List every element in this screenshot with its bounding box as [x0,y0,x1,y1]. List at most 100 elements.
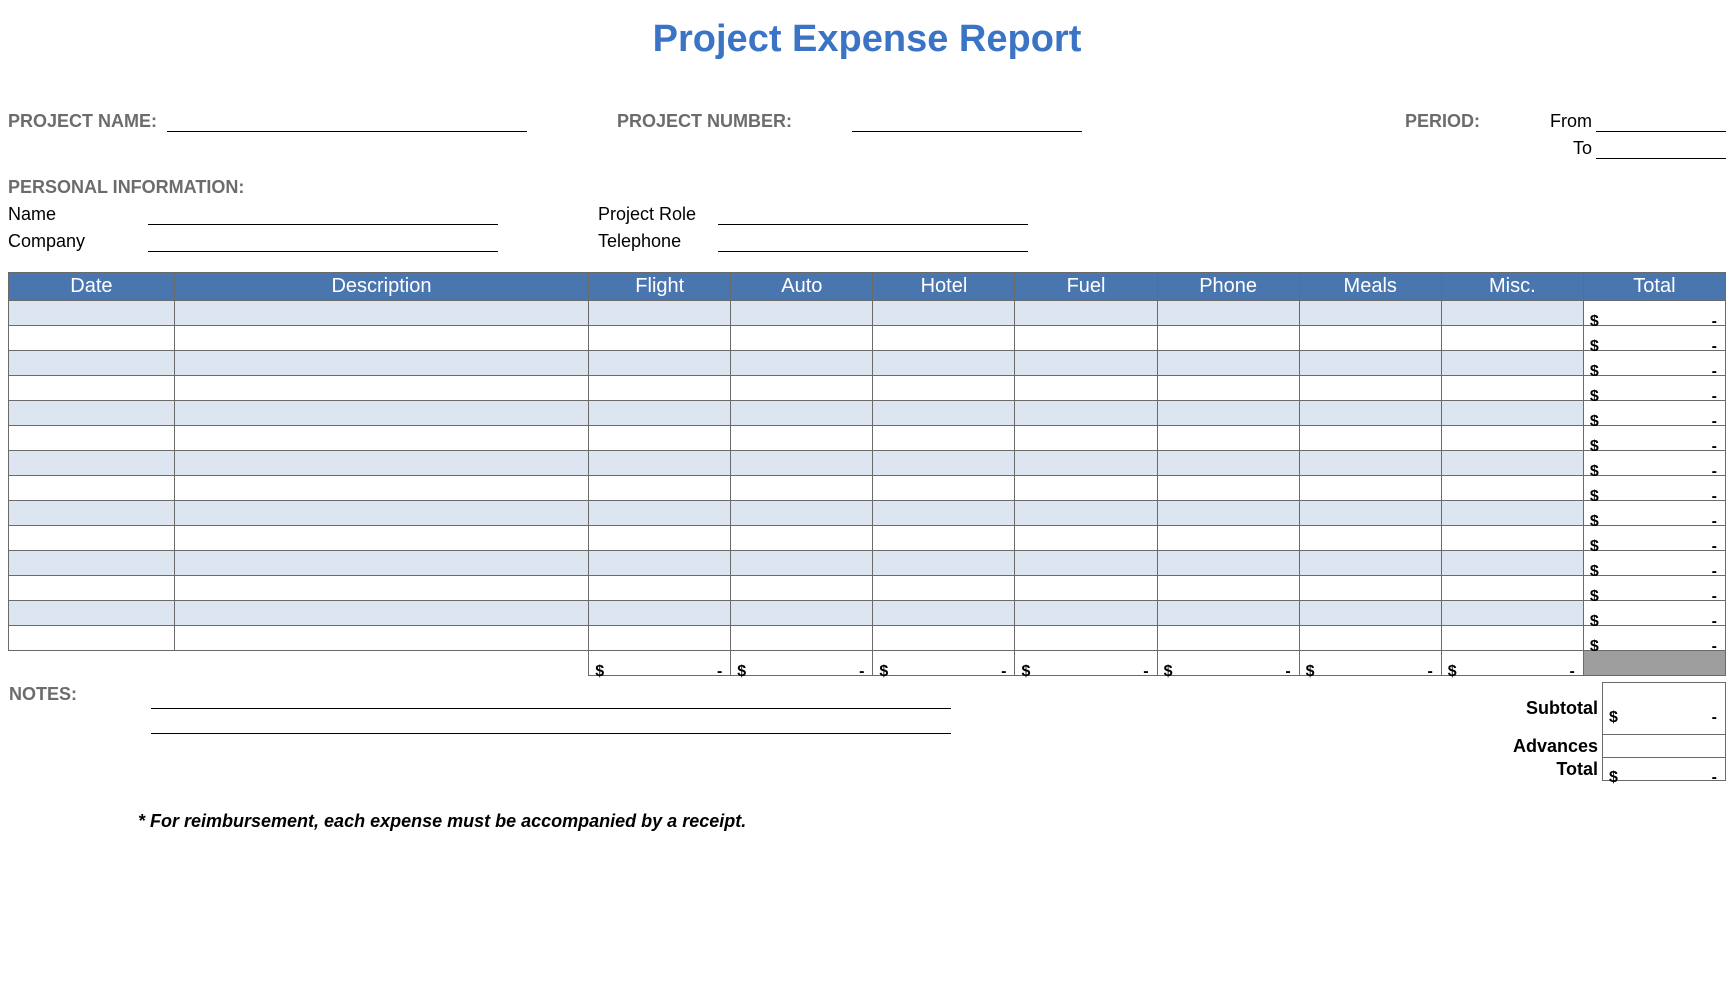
cell[interactable] [1015,601,1157,626]
cell[interactable] [1157,326,1299,351]
cell[interactable] [589,476,731,501]
cell[interactable] [9,426,175,451]
cell[interactable] [589,576,731,601]
cell[interactable] [174,376,588,401]
period-to-field[interactable] [1596,138,1726,159]
cell[interactable] [589,601,731,626]
cell[interactable] [731,376,873,401]
cell[interactable] [9,351,175,376]
cell[interactable] [1015,501,1157,526]
cell[interactable] [174,426,588,451]
cell[interactable] [1157,401,1299,426]
cell[interactable] [174,301,588,326]
cell[interactable] [1015,301,1157,326]
cell[interactable] [1299,326,1441,351]
cell[interactable] [1157,476,1299,501]
cell[interactable] [1441,301,1583,326]
cell[interactable] [9,376,175,401]
cell[interactable] [873,501,1015,526]
cell[interactable] [1441,451,1583,476]
cell[interactable] [589,301,731,326]
cell[interactable] [731,326,873,351]
cell[interactable] [1299,501,1441,526]
cell[interactable] [9,601,175,626]
cell[interactable] [589,501,731,526]
cell[interactable] [589,351,731,376]
notes-line-1[interactable] [151,684,951,709]
cell[interactable] [1299,451,1441,476]
cell[interactable] [1441,376,1583,401]
cell[interactable] [1157,601,1299,626]
cell[interactable] [1015,326,1157,351]
cell[interactable] [731,551,873,576]
cell[interactable] [1299,351,1441,376]
cell[interactable] [731,351,873,376]
cell[interactable] [9,401,175,426]
cell[interactable] [731,426,873,451]
cell[interactable] [1015,426,1157,451]
cell[interactable] [1015,376,1157,401]
cell[interactable] [1015,576,1157,601]
cell[interactable] [731,601,873,626]
cell[interactable] [9,476,175,501]
cell[interactable] [1157,351,1299,376]
cell[interactable] [731,576,873,601]
cell[interactable] [1299,426,1441,451]
cell[interactable] [9,551,175,576]
cell[interactable] [1015,526,1157,551]
cell[interactable] [1157,501,1299,526]
cell[interactable] [589,376,731,401]
cell[interactable] [1015,551,1157,576]
cell[interactable] [873,626,1015,651]
name-field[interactable] [148,204,498,225]
cell[interactable] [1157,576,1299,601]
advances-value[interactable] [1603,735,1726,758]
cell[interactable] [1157,301,1299,326]
cell[interactable] [174,451,588,476]
cell[interactable] [589,401,731,426]
cell[interactable] [1299,301,1441,326]
cell[interactable] [174,351,588,376]
cell[interactable] [1015,476,1157,501]
cell[interactable] [174,626,588,651]
cell[interactable] [1157,376,1299,401]
cell[interactable] [1441,601,1583,626]
cell[interactable] [1441,576,1583,601]
cell[interactable] [589,326,731,351]
cell[interactable] [1299,551,1441,576]
cell[interactable] [1441,626,1583,651]
cell[interactable] [174,601,588,626]
cell[interactable] [873,351,1015,376]
cell[interactable] [873,401,1015,426]
cell[interactable] [9,501,175,526]
cell[interactable] [873,326,1015,351]
cell[interactable] [1441,476,1583,501]
cell[interactable] [174,476,588,501]
cell[interactable] [174,551,588,576]
project-name-field[interactable] [167,111,527,132]
cell[interactable] [1015,451,1157,476]
cell[interactable] [1441,501,1583,526]
cell[interactable] [873,476,1015,501]
cell[interactable] [873,551,1015,576]
cell[interactable] [873,301,1015,326]
cell[interactable] [1441,351,1583,376]
telephone-field[interactable] [718,231,1028,252]
cell[interactable] [1157,451,1299,476]
cell[interactable] [1299,401,1441,426]
period-from-field[interactable] [1596,111,1726,132]
cell[interactable] [1157,551,1299,576]
cell[interactable] [873,426,1015,451]
cell[interactable] [731,451,873,476]
cell[interactable] [731,626,873,651]
cell[interactable] [9,576,175,601]
cell[interactable] [731,301,873,326]
cell[interactable] [873,451,1015,476]
cell[interactable] [174,576,588,601]
cell[interactable] [1441,401,1583,426]
cell[interactable] [731,526,873,551]
cell[interactable] [731,501,873,526]
cell[interactable] [731,476,873,501]
cell[interactable] [1441,326,1583,351]
cell[interactable] [873,601,1015,626]
